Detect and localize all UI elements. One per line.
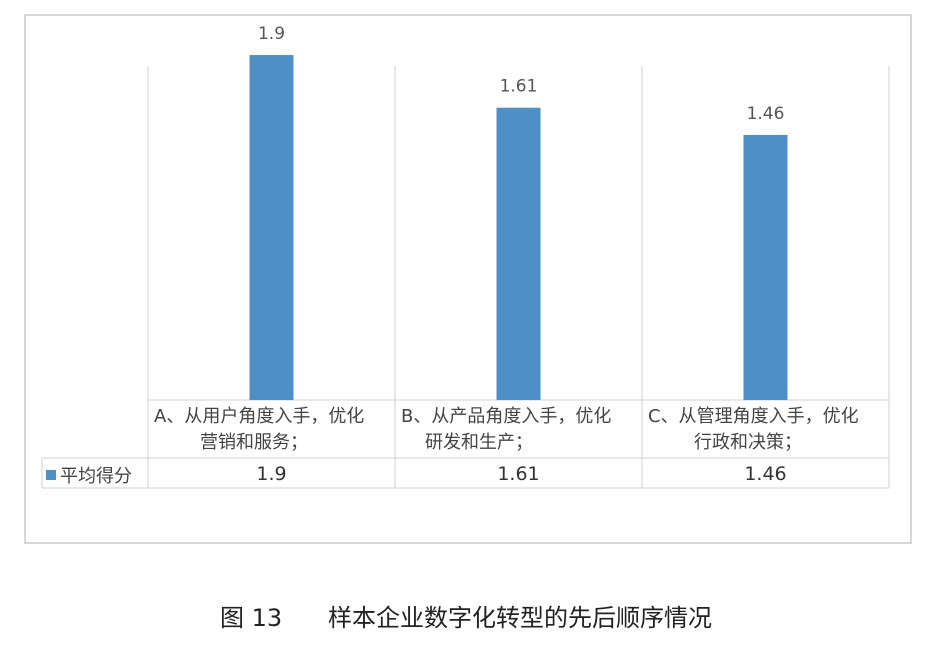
category-label-b-line2: 研发和生产； [425,432,533,453]
table-value-b: 1.61 [497,463,540,485]
category-label-c-line2: 行政和决策； [694,432,802,453]
table-value-c: 1.46 [744,463,787,485]
data-label-0: 1.9 [258,24,285,44]
data-label-2: 1.46 [747,104,785,124]
category-label-a: A、从用户角度入手，优化 营销和服务； [148,404,395,456]
category-label-b-line1: B、从产品角度入手，优化 [401,406,612,427]
category-label-c-line1: C、从管理角度入手，优化 [648,406,859,427]
legend-label: 平均得分 [60,466,132,487]
bar-1 [496,107,541,400]
figure-title: 样本企业数字化转型的先后顺序情况 [327,604,712,632]
figure-number: 图 13 [220,604,283,632]
category-label-a-line2: 营销和服务； [200,432,308,453]
figure-caption: 图 13 样本企业数字化转型的先后顺序情况 [0,598,932,633]
data-label-1: 1.61 [500,77,538,97]
table-value-a: 1.9 [256,463,287,485]
bar-2 [743,134,788,400]
category-label-b: B、从产品角度入手，优化 研发和生产； [395,404,642,456]
category-label-a-line1: A、从用户角度入手，优化 [154,406,365,427]
category-label-c: C、从管理角度入手，优化 行政和决策； [642,404,889,456]
legend-swatch [46,470,56,480]
bar-0 [249,55,294,400]
legend-cell: 平均得分 [46,462,132,488]
